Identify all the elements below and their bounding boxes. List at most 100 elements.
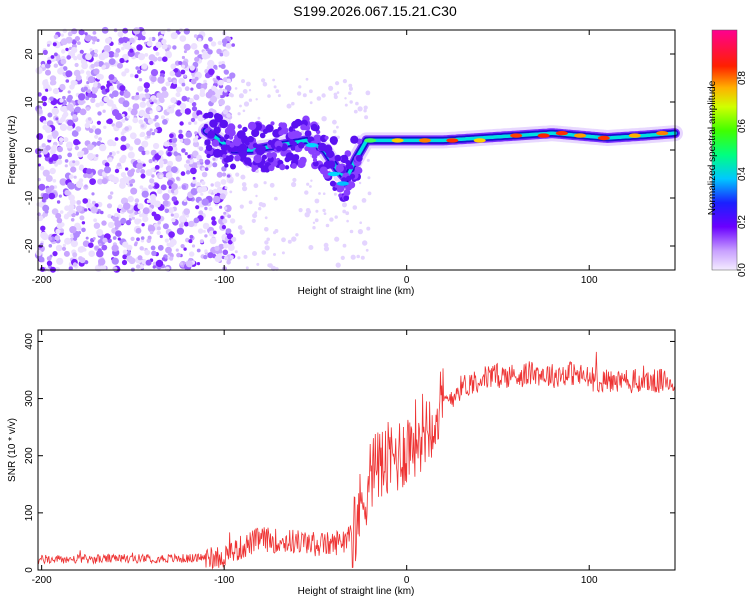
noise-blob [240, 229, 245, 234]
noise-blob [167, 179, 174, 187]
noise-blob [64, 237, 72, 245]
noise-blob [136, 237, 140, 242]
noise-blob [81, 62, 88, 70]
noise-blob [137, 255, 143, 261]
noise-blob [55, 267, 60, 272]
noise-blob [222, 172, 227, 177]
noise-blob [90, 63, 95, 69]
ridge-blob [219, 119, 228, 129]
noise-blob [155, 259, 164, 268]
noise-blob [184, 108, 192, 115]
noise-blob [112, 215, 119, 222]
noise-blob [70, 218, 75, 222]
noise-blob [94, 203, 99, 208]
noise-blob [220, 63, 226, 69]
noise-blob [157, 244, 164, 251]
noise-blob [342, 202, 347, 208]
noise-blob [117, 162, 122, 167]
noise-blob [122, 27, 129, 34]
noise-blob [42, 124, 48, 130]
noise-blob [364, 115, 369, 120]
noise-blob [136, 264, 141, 269]
noise-blob [264, 240, 269, 245]
noise-blob [85, 53, 92, 61]
colorbar-label: Normalized spectral amplitude [707, 80, 718, 215]
noise-blob [109, 152, 113, 156]
noise-blob [157, 188, 163, 194]
ridge-blob [292, 141, 297, 147]
noise-blob [72, 160, 76, 164]
spectrogram-x-label: Height of straight line (km) [298, 286, 415, 297]
noise-blob [157, 76, 165, 84]
noise-blob [98, 243, 102, 247]
noise-blob [110, 151, 116, 157]
noise-blob [139, 213, 143, 218]
noise-blob [46, 59, 52, 65]
noise-blob [137, 85, 144, 92]
noise-blob [333, 192, 337, 196]
noise-blob [96, 141, 102, 146]
noise-blob [50, 55, 55, 59]
noise-blob [135, 92, 139, 96]
noise-blob [147, 235, 152, 240]
noise-blob [107, 139, 115, 147]
noise-blob [155, 51, 160, 56]
noise-blob [169, 238, 177, 246]
noise-blob [117, 31, 124, 38]
noise-blob [211, 85, 217, 91]
colorbar-tick-label: 0.2 [737, 215, 748, 229]
noise-blob [243, 101, 250, 107]
snr-y-label: SNR (10 * v/v) [7, 418, 18, 482]
noise-blob [188, 239, 193, 244]
noise-blob [149, 198, 157, 205]
noise-blob [170, 97, 177, 104]
noise-blob [208, 189, 213, 193]
noise-blob [92, 237, 96, 240]
noise-blob [85, 96, 90, 101]
noise-blob [67, 119, 74, 126]
noise-blob [248, 98, 253, 102]
noise-blob [134, 211, 138, 215]
noise-blob [222, 109, 228, 115]
noise-blob [291, 236, 297, 242]
noise-blob [183, 28, 190, 35]
ridge-blob [300, 124, 307, 131]
ridge-hotspot [597, 135, 610, 141]
noise-blob [60, 58, 67, 65]
noise-blob [122, 241, 129, 248]
noise-blob [84, 184, 88, 188]
noise-blob [229, 218, 236, 224]
noise-blob [46, 260, 53, 266]
noise-blob [165, 165, 173, 172]
noise-blob [306, 182, 310, 186]
ridge-blob [298, 142, 305, 149]
ridge-blob [305, 126, 311, 131]
noise-blob [366, 226, 371, 231]
ridge-blob [204, 139, 211, 146]
noise-blob [248, 200, 253, 205]
noise-blob [336, 135, 340, 139]
noise-blob [52, 42, 57, 47]
noise-blob [37, 215, 44, 222]
noise-blob [38, 256, 45, 263]
noise-blob [229, 255, 234, 260]
noise-blob [203, 43, 209, 50]
noise-blob [273, 85, 277, 89]
noise-blob [96, 229, 104, 236]
noise-blob [239, 204, 244, 209]
noise-blob [71, 47, 78, 54]
noise-blob [286, 103, 292, 109]
noise-blob [167, 145, 173, 152]
noise-blob [122, 249, 128, 255]
noise-blob [309, 101, 313, 105]
noise-blob [223, 206, 228, 210]
noise-blob [84, 34, 92, 42]
noise-blob [65, 79, 70, 83]
noise-blob [90, 97, 96, 103]
noise-blob [129, 132, 137, 140]
noise-blob [169, 256, 174, 261]
noise-blob [144, 53, 149, 57]
noise-blob [89, 48, 93, 52]
noise-blob [308, 245, 314, 250]
noise-blob [287, 239, 292, 244]
